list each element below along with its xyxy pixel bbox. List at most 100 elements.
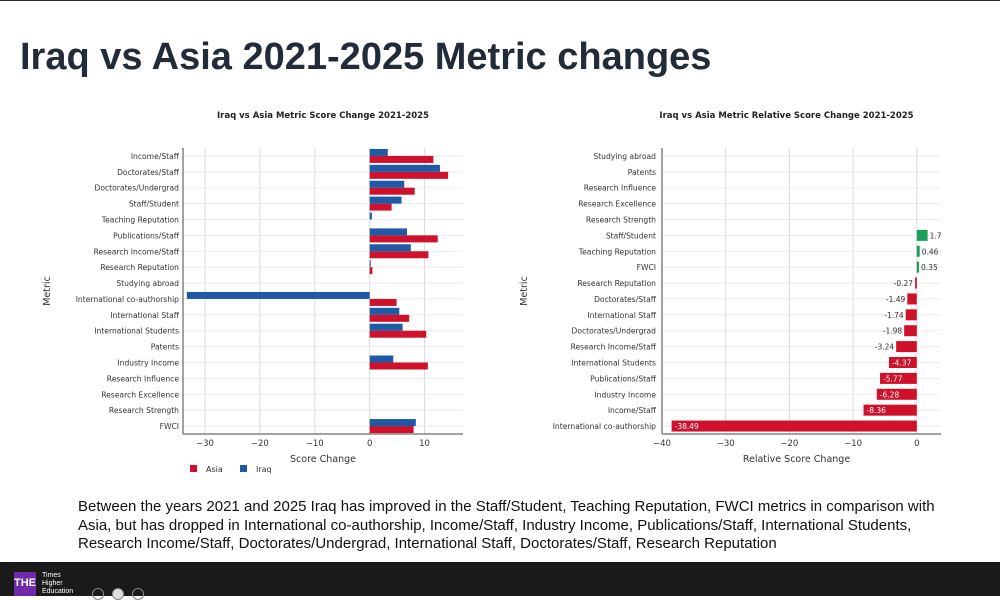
- summary-text: Between the years 2021 and 2025 Iraq has…: [78, 498, 935, 552]
- y-tick-label: Research Influence: [584, 184, 657, 193]
- asia-bar: [369, 155, 434, 163]
- relative-change-bar: [915, 277, 917, 289]
- x-axis-title: Score Change: [290, 454, 356, 465]
- y-tick-label: International co-authorship: [76, 295, 179, 304]
- asia-bar: [369, 171, 449, 179]
- y-tick-label: Staff/Student: [129, 200, 179, 209]
- plot-area: [183, 148, 463, 434]
- y-tick-label: Research Strength: [109, 406, 179, 415]
- y-tick-label: Research Reputation: [577, 279, 656, 288]
- relative-change-bar: [896, 341, 917, 353]
- y-tick-label: Teaching Reputation: [101, 216, 179, 225]
- bar-value-label: -6.28: [880, 390, 900, 399]
- y-tick-label: Doctorates/Staff: [594, 295, 657, 304]
- relative-change-bar: [880, 372, 917, 384]
- legend-label-asia: Asia: [206, 465, 223, 474]
- iraq-bar: [369, 148, 388, 156]
- y-tick-label: Research Income/Staff: [94, 247, 180, 256]
- iraq-bar: [369, 180, 405, 188]
- logo-text: Times Higher Education: [42, 572, 73, 596]
- asia-bar: [369, 187, 415, 195]
- logo-line-2: Higher: [42, 580, 63, 587]
- iraq-bar: [369, 228, 407, 236]
- asia-bar: [369, 330, 427, 338]
- y-tick-label: FWCI: [160, 422, 179, 431]
- relative-change-bar: [904, 325, 917, 337]
- x-tick-label: 0: [367, 439, 372, 449]
- asia-bar: [369, 362, 428, 370]
- y-tick-label: Research Reputation: [100, 263, 179, 272]
- iraq-bar: [369, 419, 416, 427]
- iraq-bar: [369, 212, 372, 220]
- y-tick-label: International Students: [571, 359, 656, 368]
- bar-value-label: -8.36: [867, 406, 887, 415]
- y-tick-label: Research Excellence: [578, 200, 656, 209]
- asia-bar: [369, 314, 410, 322]
- relative-change-bar: [916, 229, 928, 241]
- y-tick-label: International Students: [94, 327, 179, 336]
- iraq-bar: [369, 196, 402, 204]
- x-tick-label: −30: [717, 439, 735, 449]
- y-tick-label: International Staff: [110, 311, 179, 320]
- bar-value-label: -1.98: [883, 327, 903, 336]
- x-tick-label: 10: [419, 439, 430, 449]
- x-tick-label: −40: [653, 439, 671, 449]
- y-tick-label: Research Excellence: [101, 390, 179, 399]
- x-axis-title: Relative Score Change: [743, 454, 850, 465]
- asia-bar: [369, 267, 373, 275]
- bar-value-label: -1.49: [886, 295, 906, 304]
- y-tick-label: Publications/Staff: [113, 231, 180, 240]
- chart-title: Iraq vs Asia Metric Relative Score Chang…: [659, 111, 913, 121]
- asia-bar: [369, 251, 429, 259]
- y-tick-label: Doctorates/Undergrad: [572, 327, 657, 336]
- relative-change-bar: [876, 388, 917, 400]
- footer-bar: [0, 562, 1000, 596]
- bar-value-label: -1.74: [884, 311, 904, 320]
- relative-change-bar: [671, 420, 917, 432]
- y-tick-label: Income/Staff: [608, 406, 657, 415]
- top-rule: [0, 0, 1000, 1]
- relative-change-bar: [863, 404, 917, 416]
- asia-bar: [369, 426, 414, 434]
- y-tick-label: Research Strength: [586, 216, 656, 225]
- relative-change-bar: [916, 261, 920, 273]
- relative-score-change-chart: Iraq vs Asia Metric Relative Score Chang…: [519, 111, 942, 465]
- relative-change-bar: [907, 293, 917, 305]
- y-tick-label: Patents: [628, 168, 656, 177]
- y-tick-label: Teaching Reputation: [578, 247, 656, 256]
- iraq-bar: [369, 244, 411, 252]
- chart-title: Iraq vs Asia Metric Score Change 2021-20…: [217, 111, 429, 121]
- relative-change-bar: [916, 245, 920, 257]
- y-tick-label: Industry Income: [117, 359, 179, 368]
- iraq-bar: [369, 323, 403, 331]
- x-tick-label: −10: [844, 439, 862, 449]
- y-tick-label: Patents: [151, 343, 179, 352]
- bar-value-label: -0.27: [894, 279, 914, 288]
- y-tick-label: Doctorates/Staff: [117, 168, 180, 177]
- iraq-bar: [186, 291, 370, 299]
- logo-line-3: Education: [42, 588, 74, 595]
- bar-value-label: -3.24: [875, 343, 895, 352]
- y-tick-label: FWCI: [637, 263, 656, 272]
- y-axis-title: Metric: [519, 276, 530, 306]
- captions-icon[interactable]: [92, 588, 104, 600]
- iraq-bar: [369, 355, 394, 363]
- more-icon[interactable]: [132, 588, 144, 600]
- x-tick-label: −20: [251, 439, 269, 449]
- score-change-chart: Iraq vs Asia Metric Score Change 2021-20…: [42, 111, 463, 474]
- legend-swatch-asia: [190, 465, 197, 472]
- iraq-bar: [369, 260, 371, 268]
- relative-change-bar: [888, 357, 917, 368]
- y-tick-label: International Staff: [587, 311, 656, 320]
- bar-value-label: 1.7: [930, 231, 942, 240]
- bar-value-label: -4.37: [892, 359, 912, 368]
- logo-line-1: Times: [42, 572, 61, 579]
- iraq-bar: [369, 307, 400, 315]
- iraq-bar: [369, 164, 440, 172]
- y-tick-label: Income/Staff: [131, 152, 180, 161]
- asia-bar: [369, 203, 392, 211]
- x-tick-label: −10: [306, 439, 324, 449]
- settings-icon[interactable]: [112, 588, 124, 600]
- bar-value-label: -5.77: [883, 374, 903, 383]
- y-tick-label: Studying abroad: [116, 279, 179, 288]
